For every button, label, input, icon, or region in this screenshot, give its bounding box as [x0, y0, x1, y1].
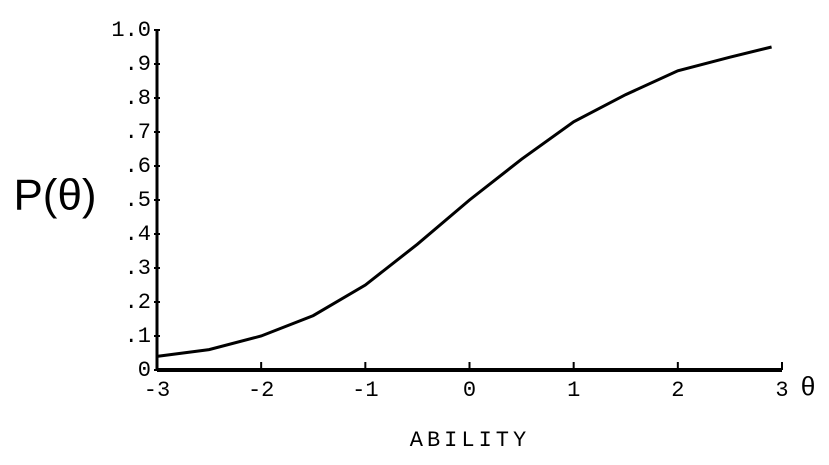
x-tick-label: -3	[144, 378, 170, 403]
y-tick-label: 1.0	[111, 18, 151, 43]
y-axis-label: P(θ)	[13, 171, 96, 220]
y-tick-label: .6	[125, 154, 151, 179]
x-tick-label: 0	[463, 378, 476, 403]
y-tick-label: .3	[125, 256, 151, 281]
y-tick-label: .9	[125, 52, 151, 77]
x-tick-label: -1	[352, 378, 378, 403]
curve	[156, 45, 772, 358]
y-tick-label: .7	[125, 120, 151, 145]
x-tick-label: 3	[775, 378, 788, 403]
y-tick-label: .2	[125, 290, 151, 315]
x-tick-label: 2	[671, 378, 684, 403]
x-tick-label: 1	[567, 378, 580, 403]
y-tick-label: .4	[125, 222, 151, 247]
x-axis-symbol: θ	[800, 373, 816, 403]
y-tick-label: .5	[125, 188, 151, 213]
x-axis-label: ABILITY	[410, 428, 530, 453]
y-tick-label: 0	[138, 358, 151, 383]
x-tick-label: -2	[248, 378, 274, 403]
y-tick-label: .8	[125, 86, 151, 111]
y-tick-label: .1	[125, 324, 151, 349]
